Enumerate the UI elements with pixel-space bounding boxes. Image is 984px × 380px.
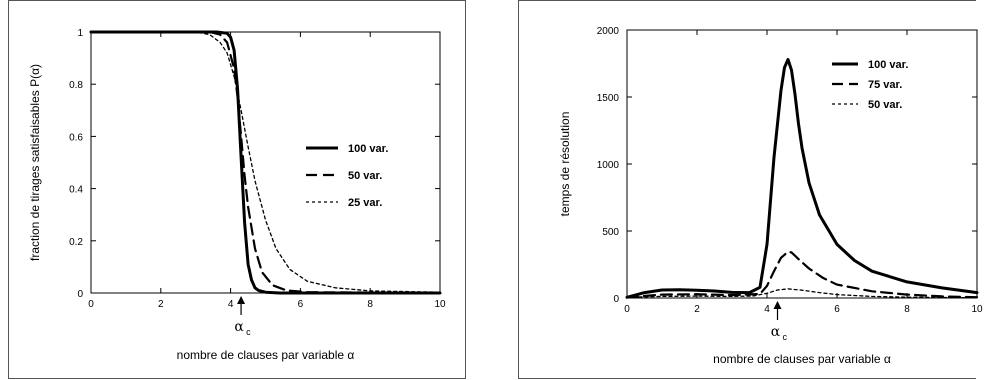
y-tick-label: 1 bbox=[77, 28, 83, 39]
legend-entry: 100 var. bbox=[348, 143, 388, 155]
critical-arrow-head bbox=[237, 296, 246, 304]
y-tick-label: 0 bbox=[613, 294, 619, 305]
y-tick-label: 0.8 bbox=[69, 80, 83, 91]
y-axis-label: fraction de tirages satisfaisables P(α) bbox=[28, 64, 42, 261]
y-tick-label: 0.2 bbox=[69, 237, 83, 248]
x-tick-label: 0 bbox=[624, 304, 630, 315]
y-tick-label: 1500 bbox=[597, 93, 620, 104]
critical-alpha-subscript: c bbox=[783, 332, 788, 342]
x-tick-label: 8 bbox=[904, 304, 910, 315]
critical-alpha-symbol: α bbox=[771, 324, 781, 340]
y-tick-label: 0.4 bbox=[69, 185, 83, 196]
x-tick-label: 10 bbox=[434, 299, 446, 310]
y-tick-label: 2000 bbox=[597, 26, 620, 37]
chart-resolution-time: 0 2 4 6 8 10 0 500 1000 1500 2000 100 var. 75 var. 50… bbox=[558, 26, 983, 366]
plot-frame bbox=[626, 29, 978, 299]
series-line-100-var bbox=[89, 30, 442, 295]
x-tick-label: 4 bbox=[764, 304, 770, 315]
y-tick-label: 1000 bbox=[597, 160, 620, 171]
chart-panel-resolution-time: 0 2 4 6 8 10 0 500 1000 1500 2000 100 var. 75 var. 50… bbox=[518, 0, 983, 379]
x-tick-label: 6 bbox=[834, 304, 840, 315]
plot-frame bbox=[90, 31, 441, 294]
x-tick-label: 6 bbox=[298, 299, 304, 310]
critical-alpha-symbol: α bbox=[234, 319, 244, 335]
legend-entry: 75 var. bbox=[868, 79, 902, 91]
series-line-25-var bbox=[90, 31, 441, 293]
chart-panel-satisfiability: 0 2 4 6 8 10 0 0.2 0.4 0.6 0.8 1 100 var. 50 var. 25 v… bbox=[8, 0, 466, 379]
x-tick-label: 2 bbox=[694, 304, 700, 315]
y-tick-label: 0.6 bbox=[69, 132, 83, 143]
y-tick-label: 0 bbox=[77, 289, 83, 300]
critical-alpha-subscript: c bbox=[246, 327, 251, 337]
y-axis-label: temps de résolution bbox=[558, 112, 572, 217]
series-line-50-var bbox=[89, 30, 442, 295]
series-line-75-var bbox=[625, 250, 979, 299]
legend-entry: 100 var. bbox=[868, 59, 908, 71]
legend-entry: 50 var. bbox=[868, 99, 902, 111]
x-tick-label: 10 bbox=[971, 304, 983, 315]
x-axis-label: nombre de clauses par variable α bbox=[713, 352, 891, 366]
legend-entry: 25 var. bbox=[348, 197, 382, 209]
x-tick-label: 4 bbox=[228, 299, 234, 310]
x-tick-label: 0 bbox=[88, 299, 94, 310]
legend-entry: 50 var. bbox=[348, 170, 382, 182]
x-tick-label: 2 bbox=[158, 299, 164, 310]
series-line-50-var bbox=[626, 288, 978, 299]
series-line-100-var bbox=[625, 58, 979, 299]
x-axis-label: nombre de clauses par variable α bbox=[177, 348, 355, 362]
chart-satisfiability: 0 2 4 6 8 10 0 0.2 0.4 0.6 0.8 1 100 var. 50 var. 25 v… bbox=[28, 28, 446, 362]
x-tick-label: 8 bbox=[367, 299, 373, 310]
y-tick-label: 500 bbox=[602, 227, 619, 238]
critical-arrow-head bbox=[773, 301, 782, 309]
